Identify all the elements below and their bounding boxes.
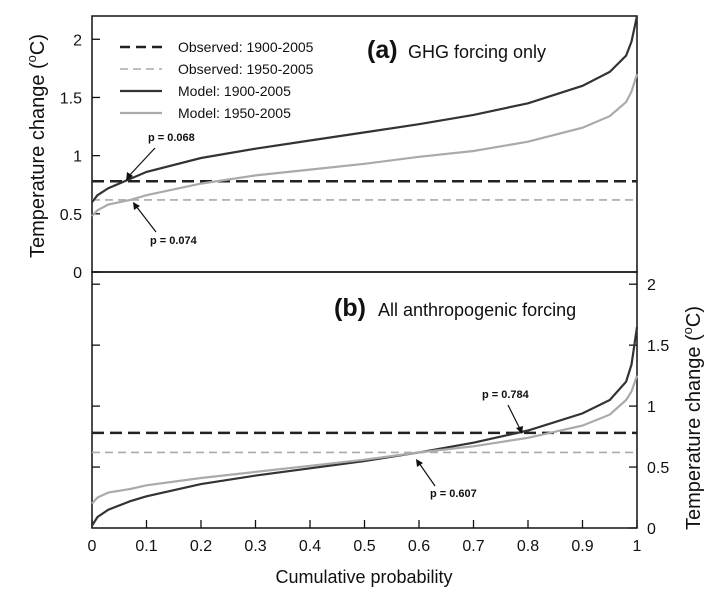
y-tick-label: 1 xyxy=(647,399,656,416)
y-tick-label: 1.5 xyxy=(647,338,669,355)
y-axis-label-right-text: Temperature change ( xyxy=(683,334,705,530)
y-tick-label: 0.5 xyxy=(60,207,82,224)
legend-label-model-1950: Model: 1950-2005 xyxy=(178,105,291,121)
annotation-p-0074: p = 0.074 xyxy=(133,202,198,247)
y-tick-label: 2 xyxy=(73,32,82,49)
annotation-p-0784: p = 0.784 xyxy=(482,389,530,434)
x-tick-label: 0.9 xyxy=(571,538,593,555)
x-tick-label: 1 xyxy=(633,538,642,555)
panel-a-label: (a) xyxy=(367,36,398,64)
panel-a-title: GHG forcing only xyxy=(408,42,546,62)
x-tick-label: 0.2 xyxy=(190,538,212,555)
y-tick-label: 0.5 xyxy=(647,460,669,477)
annotation-p-0784-text: p = 0.784 xyxy=(482,389,530,401)
y-tick-label: 0 xyxy=(647,521,656,538)
x-tick-label: 0.8 xyxy=(517,538,539,555)
annotation-p-0607-text: p = 0.607 xyxy=(430,488,477,500)
panel-a-ticks: 0 0.5 1 1.5 2 xyxy=(60,32,100,282)
x-tick-label: 0.5 xyxy=(353,538,375,555)
panel-b-ticks: 0 0.5 1 1.5 2 0 0.1 0.2 0.3 0.4 0.5 0.6 0.7 0.8 0.9 1 xyxy=(88,277,670,555)
y-axis-label-right-degree: o xyxy=(680,327,695,334)
panel-b-lines xyxy=(91,326,639,527)
legend-label-model-1900: Model: 1900-2005 xyxy=(178,83,291,99)
y-axis-label-left: Temperature change (oC) xyxy=(24,34,49,258)
y-tick-label: 1.5 xyxy=(60,90,82,107)
annotation-p-0068-text: p = 0.068 xyxy=(148,132,195,144)
panel-b-series-model-1950-2005 xyxy=(91,375,639,505)
y-tick-label: 2 xyxy=(647,277,656,294)
x-tick-label: 0.4 xyxy=(299,538,321,555)
legend-label-observed-1900: Observed: 1900-2005 xyxy=(178,39,314,55)
x-tick-label: 0.7 xyxy=(462,538,484,555)
panel-a-series-model-1950-2005 xyxy=(91,73,639,217)
annotation-p-0074-text: p = 0.074 xyxy=(150,235,198,247)
legend-label-observed-1950: Observed: 1950-2005 xyxy=(178,61,314,77)
y-axis-label-left-unit: C) xyxy=(27,34,49,55)
x-tick-label: 0.1 xyxy=(135,538,157,555)
annotation-p-0068: p = 0.068 xyxy=(126,132,195,181)
x-axis-label: Cumulative probability xyxy=(275,567,452,587)
x-tick-label: 0.3 xyxy=(244,538,266,555)
y-axis-label-left-text: Temperature change ( xyxy=(27,62,49,258)
legend: Observed: 1900-2005 Observed: 1950-2005 … xyxy=(120,39,314,121)
y-axis-label-right-unit: C) xyxy=(683,306,705,327)
panel-b-title: All anthropogenic forcing xyxy=(378,300,576,320)
panel-a-frame xyxy=(91,15,638,273)
y-axis-label-right: Temperature change (oC) xyxy=(680,306,705,530)
annotation-p-0607: p = 0.607 xyxy=(416,459,477,500)
panel-a-series-model-1900-2005 xyxy=(91,15,639,203)
y-tick-label: 0 xyxy=(73,265,82,282)
panel-b-series-model-1900-2005 xyxy=(91,326,639,527)
y-axis-label-left-degree: o xyxy=(24,55,39,62)
x-tick-label: 0 xyxy=(88,538,97,555)
y-tick-label: 1 xyxy=(73,149,82,166)
x-tick-label: 0.6 xyxy=(408,538,430,555)
panel-a-lines xyxy=(91,15,639,217)
panel-b-label: (b) xyxy=(334,294,366,322)
